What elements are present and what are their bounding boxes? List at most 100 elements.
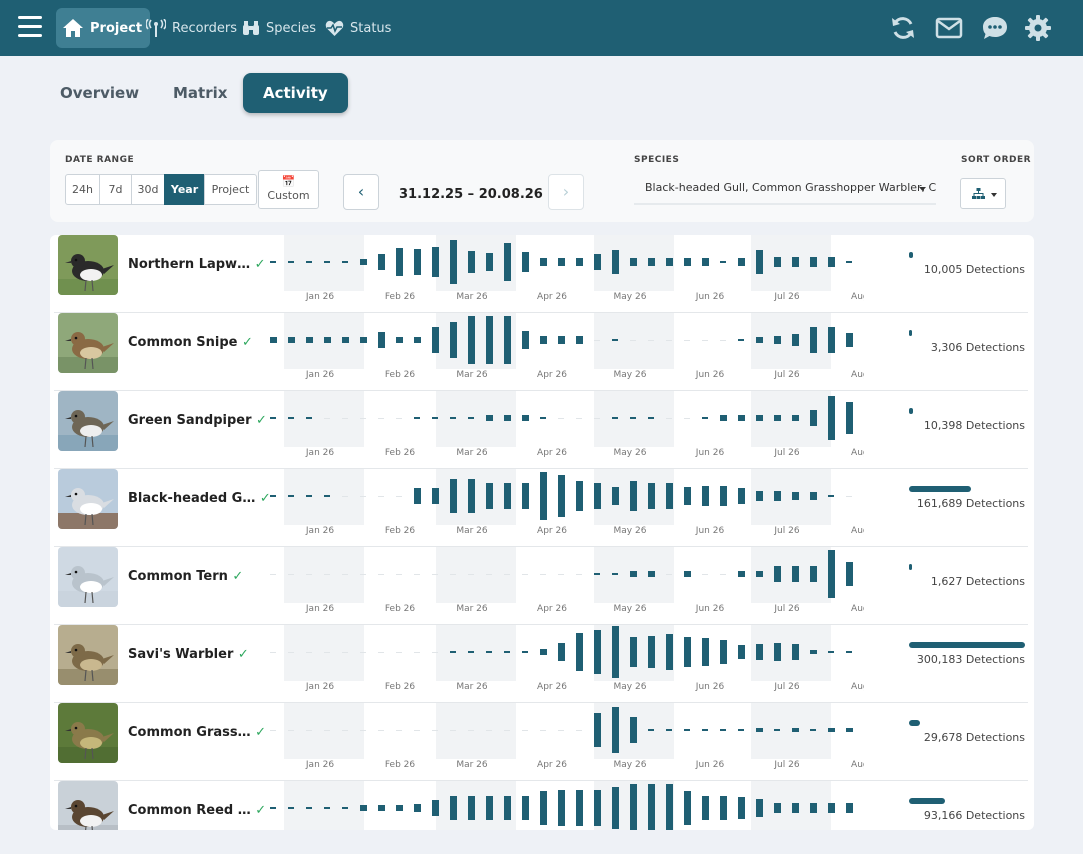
month-shade — [751, 235, 831, 291]
refresh-icon[interactable] — [889, 14, 917, 42]
species-row[interactable]: Common Tern ✓ Jan 26 Feb 26 Mar 26 Apr 26 May… — [54, 547, 1028, 625]
month-label: Apr 26 — [537, 448, 567, 457]
activity-sparkline: Jan 26 Feb 26 Mar 26 Apr 26 May 26 Jun 26 Jul … — [270, 391, 864, 457]
activity-bar — [594, 713, 601, 747]
species-thumbnail[interactable] — [58, 703, 118, 763]
activity-bar — [504, 316, 511, 364]
month-label: Mar 26 — [456, 448, 488, 457]
month-label: Feb 26 — [385, 526, 416, 535]
sort-order-button[interactable] — [960, 178, 1006, 209]
activity-bar — [306, 495, 312, 497]
range-7d-button[interactable]: 7d — [99, 174, 132, 205]
bird-photo-icon — [58, 469, 118, 529]
activity-bar — [504, 415, 511, 421]
species-row[interactable]: Common Reed … ✓ Jan 26 Feb 26 Mar 26 Apr 26 M… — [54, 781, 1028, 830]
month-shade — [751, 313, 831, 369]
range-year-button[interactable]: Year — [164, 174, 205, 205]
activity-bar — [630, 258, 637, 266]
species-select[interactable]: Black-headed Gull, Common Grasshopper Wa… — [634, 175, 936, 205]
activity-bar — [486, 796, 493, 820]
activity-bar — [540, 258, 547, 266]
species-name-text: Savi's Warbler — [128, 647, 234, 662]
species-name[interactable]: Northern Lapw… ✓ — [128, 257, 266, 272]
nav-project[interactable]: Project — [56, 8, 151, 48]
activity-bar — [288, 417, 294, 419]
species-name[interactable]: Green Sandpiper ✓ — [128, 413, 267, 428]
month-label: Mar 26 — [456, 604, 488, 613]
species-thumbnail[interactable] — [58, 391, 118, 451]
species-label: SPECIES — [634, 155, 680, 165]
species-name[interactable]: Common Reed … ✓ — [128, 803, 266, 818]
species-name[interactable]: Common Snipe ✓ — [128, 335, 253, 350]
month-shade — [436, 781, 516, 830]
verified-check-icon: ✓ — [233, 647, 249, 662]
activity-bar-empty — [594, 418, 600, 419]
species-thumbnail[interactable] — [58, 469, 118, 529]
bird-photo-icon — [58, 313, 118, 373]
mail-icon[interactable] — [935, 14, 963, 42]
species-thumbnail[interactable] — [58, 235, 118, 295]
species-thumbnail[interactable] — [58, 625, 118, 685]
prev-period-button[interactable]: ‹ — [343, 174, 379, 210]
range-project-button[interactable]: Project — [204, 174, 257, 205]
chat-icon[interactable] — [981, 14, 1009, 42]
activity-sparkline: Jan 26 Feb 26 Mar 26 Apr 26 May 26 Jun 26 Jul … — [270, 313, 864, 379]
activity-bar — [576, 790, 583, 826]
month-label: Apr 26 — [537, 604, 567, 613]
next-period-button[interactable]: › — [548, 174, 584, 210]
menu-icon[interactable] — [18, 16, 42, 38]
species-name[interactable]: Savi's Warbler ✓ — [128, 647, 249, 662]
species-row[interactable]: Common Snipe ✓ Jan 26 Feb 26 Mar 26 Apr 26 Ma… — [54, 313, 1028, 391]
species-name[interactable]: Common Tern ✓ — [128, 569, 243, 584]
activity-bar-empty — [702, 340, 708, 341]
activity-bar-empty — [270, 730, 276, 731]
species-row[interactable]: Green Sandpiper ✓ Jan 26 Feb 26 Mar 26 Apr 2… — [54, 391, 1028, 469]
month-label: May 26 — [614, 526, 647, 535]
range-30d-button[interactable]: 30d — [131, 174, 165, 205]
activity-bar-empty — [486, 730, 492, 731]
activity-bar — [414, 249, 421, 275]
tab-overview[interactable]: Overview — [60, 84, 140, 102]
settings-icon[interactable] — [1024, 14, 1052, 42]
activity-bar — [558, 336, 565, 344]
activity-bar-empty — [378, 418, 384, 419]
range-24h-button[interactable]: 24h — [65, 174, 100, 205]
tab-matrix[interactable]: Matrix — [173, 84, 228, 102]
species-name[interactable]: Black-headed G… ✓ — [128, 491, 271, 506]
tab-activity[interactable]: Activity — [243, 73, 348, 113]
species-thumbnail[interactable] — [58, 547, 118, 607]
activity-bar-empty — [558, 730, 564, 731]
activity-bar — [558, 790, 565, 826]
activity-bar — [630, 717, 637, 743]
activity-bar — [486, 316, 493, 364]
species-thumbnail[interactable] — [58, 781, 118, 830]
activity-bar — [738, 645, 745, 659]
activity-bar — [702, 638, 709, 666]
month-label: Aug 26 — [851, 448, 864, 457]
activity-bar — [828, 803, 835, 813]
species-row[interactable]: Savi's Warbler ✓ Jan 26 Feb 26 Mar 26 Apr 26… — [54, 625, 1028, 703]
filter-panel: DATE RANGE 24h 7d 30d Year Project 📅 Cus… — [50, 140, 1034, 222]
activity-bar — [738, 797, 745, 819]
activity-bar-empty — [342, 652, 348, 653]
activity-bar — [486, 483, 493, 509]
species-row[interactable]: Common Grass… ✓ Jan 26 Feb 26 Mar 26 Apr 26 M… — [54, 703, 1028, 781]
activity-bar — [576, 336, 583, 344]
activity-bar — [450, 479, 457, 513]
species-thumbnail[interactable] — [58, 313, 118, 373]
species-row[interactable]: Northern Lapw… ✓ Jan 26 Feb 26 Mar 26 Apr 26… — [54, 235, 1028, 313]
nav-species[interactable]: Species — [242, 8, 316, 48]
species-row[interactable]: Black-headed G… ✓ Jan 26 Feb 26 Mar 26 Apr 2… — [54, 469, 1028, 547]
custom-range-button[interactable]: 📅 Custom — [258, 170, 319, 209]
activity-bar-empty — [666, 418, 672, 419]
nav-recorders[interactable]: Recorders — [146, 8, 237, 48]
activity-bar — [576, 258, 583, 266]
species-name-text: Common Reed … — [128, 803, 251, 818]
activity-bar — [594, 573, 600, 575]
month-shade — [436, 703, 516, 759]
activity-bar — [702, 486, 709, 506]
month-label: Apr 26 — [537, 682, 567, 691]
species-name[interactable]: Common Grass… ✓ — [128, 725, 266, 740]
nav-status[interactable]: Status — [325, 8, 391, 48]
activity-bar — [468, 479, 475, 513]
